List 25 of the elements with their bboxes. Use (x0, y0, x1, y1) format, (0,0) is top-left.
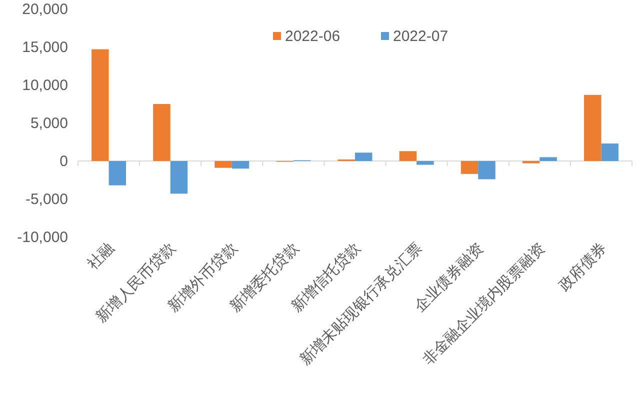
y-tick-label: 5,000 (30, 115, 68, 132)
x-tick-label: 社融 (84, 240, 118, 274)
bar (399, 151, 417, 161)
bar (478, 161, 496, 180)
bar (232, 161, 250, 169)
x-tick-label: 政府债券 (556, 240, 610, 294)
bar (601, 144, 618, 161)
bar (460, 161, 478, 174)
bar (153, 104, 170, 161)
y-tick-label: 0 (60, 153, 68, 170)
y-tick-label: 15,000 (22, 39, 68, 56)
bar (92, 49, 109, 161)
y-tick-label: -10,000 (17, 229, 68, 246)
bar (355, 152, 372, 161)
legend-label: 2022-06 (285, 28, 340, 45)
bar (108, 161, 126, 186)
bar (214, 161, 232, 168)
y-tick-label: 20,000 (22, 1, 68, 18)
legend-label: 2022-07 (393, 28, 448, 45)
y-tick-label: -5,000 (25, 191, 68, 208)
bar (170, 161, 188, 194)
y-tick-label: 10,000 (22, 77, 68, 94)
bar (416, 161, 434, 165)
bar (584, 94, 602, 161)
bar (540, 157, 557, 161)
